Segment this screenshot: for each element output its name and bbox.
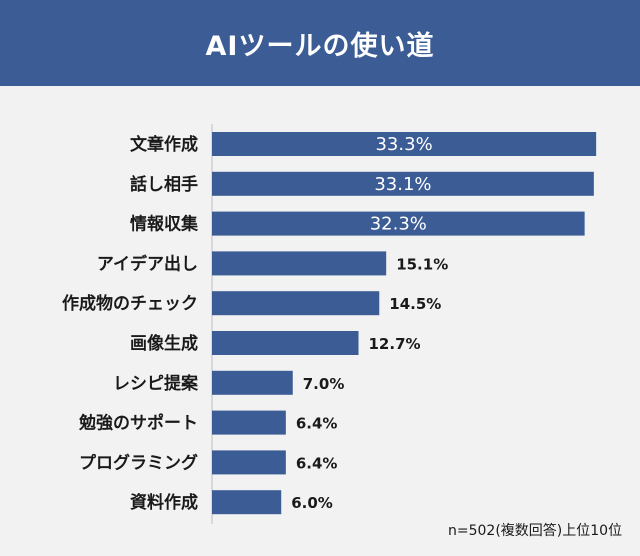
bar — [212, 450, 286, 475]
bar — [212, 211, 585, 236]
category-label: アイデア出し — [97, 253, 198, 274]
category-label: 画像生成 — [130, 333, 198, 354]
bar — [212, 251, 387, 276]
bar — [212, 331, 359, 355]
bar — [212, 490, 282, 515]
chart-title: AIツールの使い道 — [205, 30, 435, 62]
bar — [212, 171, 594, 196]
category-label: 作成物のチェック — [62, 293, 198, 314]
value-label: 6.0% — [291, 494, 333, 512]
value-label: 32.3% — [370, 214, 427, 235]
value-label: 14.5% — [389, 295, 441, 313]
category-label: 情報収集 — [130, 214, 199, 235]
footnote: n=502(複数回答)上位10位 — [448, 523, 623, 539]
bar — [212, 291, 380, 316]
category-label: プログラミング — [79, 452, 198, 473]
bar — [212, 410, 286, 435]
bar — [212, 370, 293, 395]
bar — [212, 132, 597, 156]
value-label: 7.0% — [303, 375, 345, 393]
value-label: 33.3% — [375, 134, 432, 155]
category-label: 勉強のサポート — [78, 413, 198, 434]
value-label: 33.1% — [374, 174, 431, 195]
category-label: 話し相手 — [130, 174, 198, 195]
category-label: 文章作成 — [130, 134, 198, 155]
value-label: 6.4% — [296, 454, 338, 472]
bars-group: 文章作成 33.3% 話し相手 33.1% 情報収集 32.3% アイデア出し 15.1% 作成… — [62, 132, 597, 515]
chart-header: AIツールの使い道 — [0, 0, 640, 86]
value-label: 6.4% — [296, 415, 338, 433]
category-label: レシピ提案 — [113, 373, 199, 394]
category-label: 資料作成 — [130, 492, 198, 513]
value-label: 12.7% — [369, 335, 421, 353]
value-label: 15.1% — [396, 255, 448, 273]
